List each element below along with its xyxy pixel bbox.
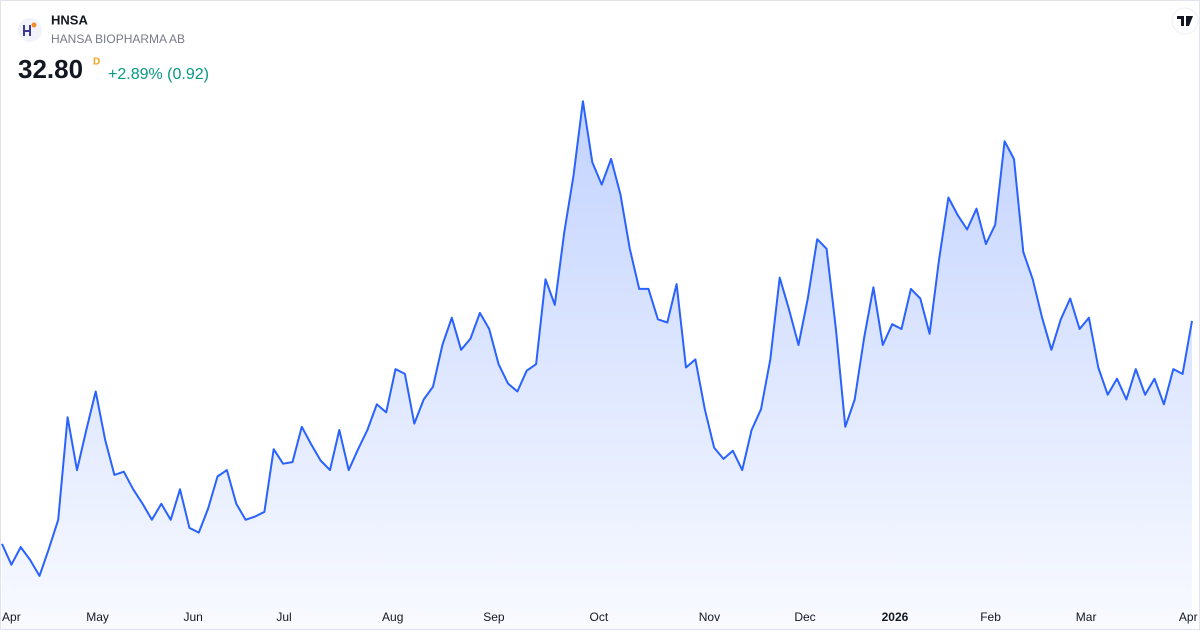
logo	[18, 18, 42, 42]
x-tick-label: Oct	[590, 610, 609, 624]
company-name: HANSA BIOPHARMA AB	[51, 32, 185, 46]
x-tick-label: May	[86, 610, 109, 624]
tradingview-logo[interactable]	[1171, 7, 1199, 35]
change: +2.89% (0.92)	[108, 66, 209, 83]
x-tick-label: Dec	[794, 610, 815, 624]
x-tick-label: Jun	[183, 610, 202, 624]
price-line	[1, 100, 1193, 577]
x-tick-label: Nov	[699, 610, 720, 624]
x-tick-label: Sep	[483, 610, 505, 624]
x-tick-label: Feb	[980, 610, 1001, 624]
x-tick-label: Aug	[382, 610, 403, 624]
x-tick-label: Jul	[276, 610, 291, 624]
plot-area	[1, 100, 1193, 630]
x-tick-label: 2026	[882, 610, 909, 624]
logo-mark	[1177, 16, 1193, 26]
x-tick-label: Mar	[1076, 610, 1097, 624]
x-tick-label: Apr	[1179, 610, 1198, 624]
interval: D	[93, 57, 100, 68]
area-fill	[2, 101, 1192, 630]
logo-dot	[31, 22, 37, 28]
logo-badge	[1171, 7, 1199, 35]
logo-glyph	[23, 25, 31, 36]
symbol: HNSA	[51, 12, 88, 27]
price: 32.80	[18, 54, 83, 84]
x-tick-label: Apr	[2, 610, 21, 624]
